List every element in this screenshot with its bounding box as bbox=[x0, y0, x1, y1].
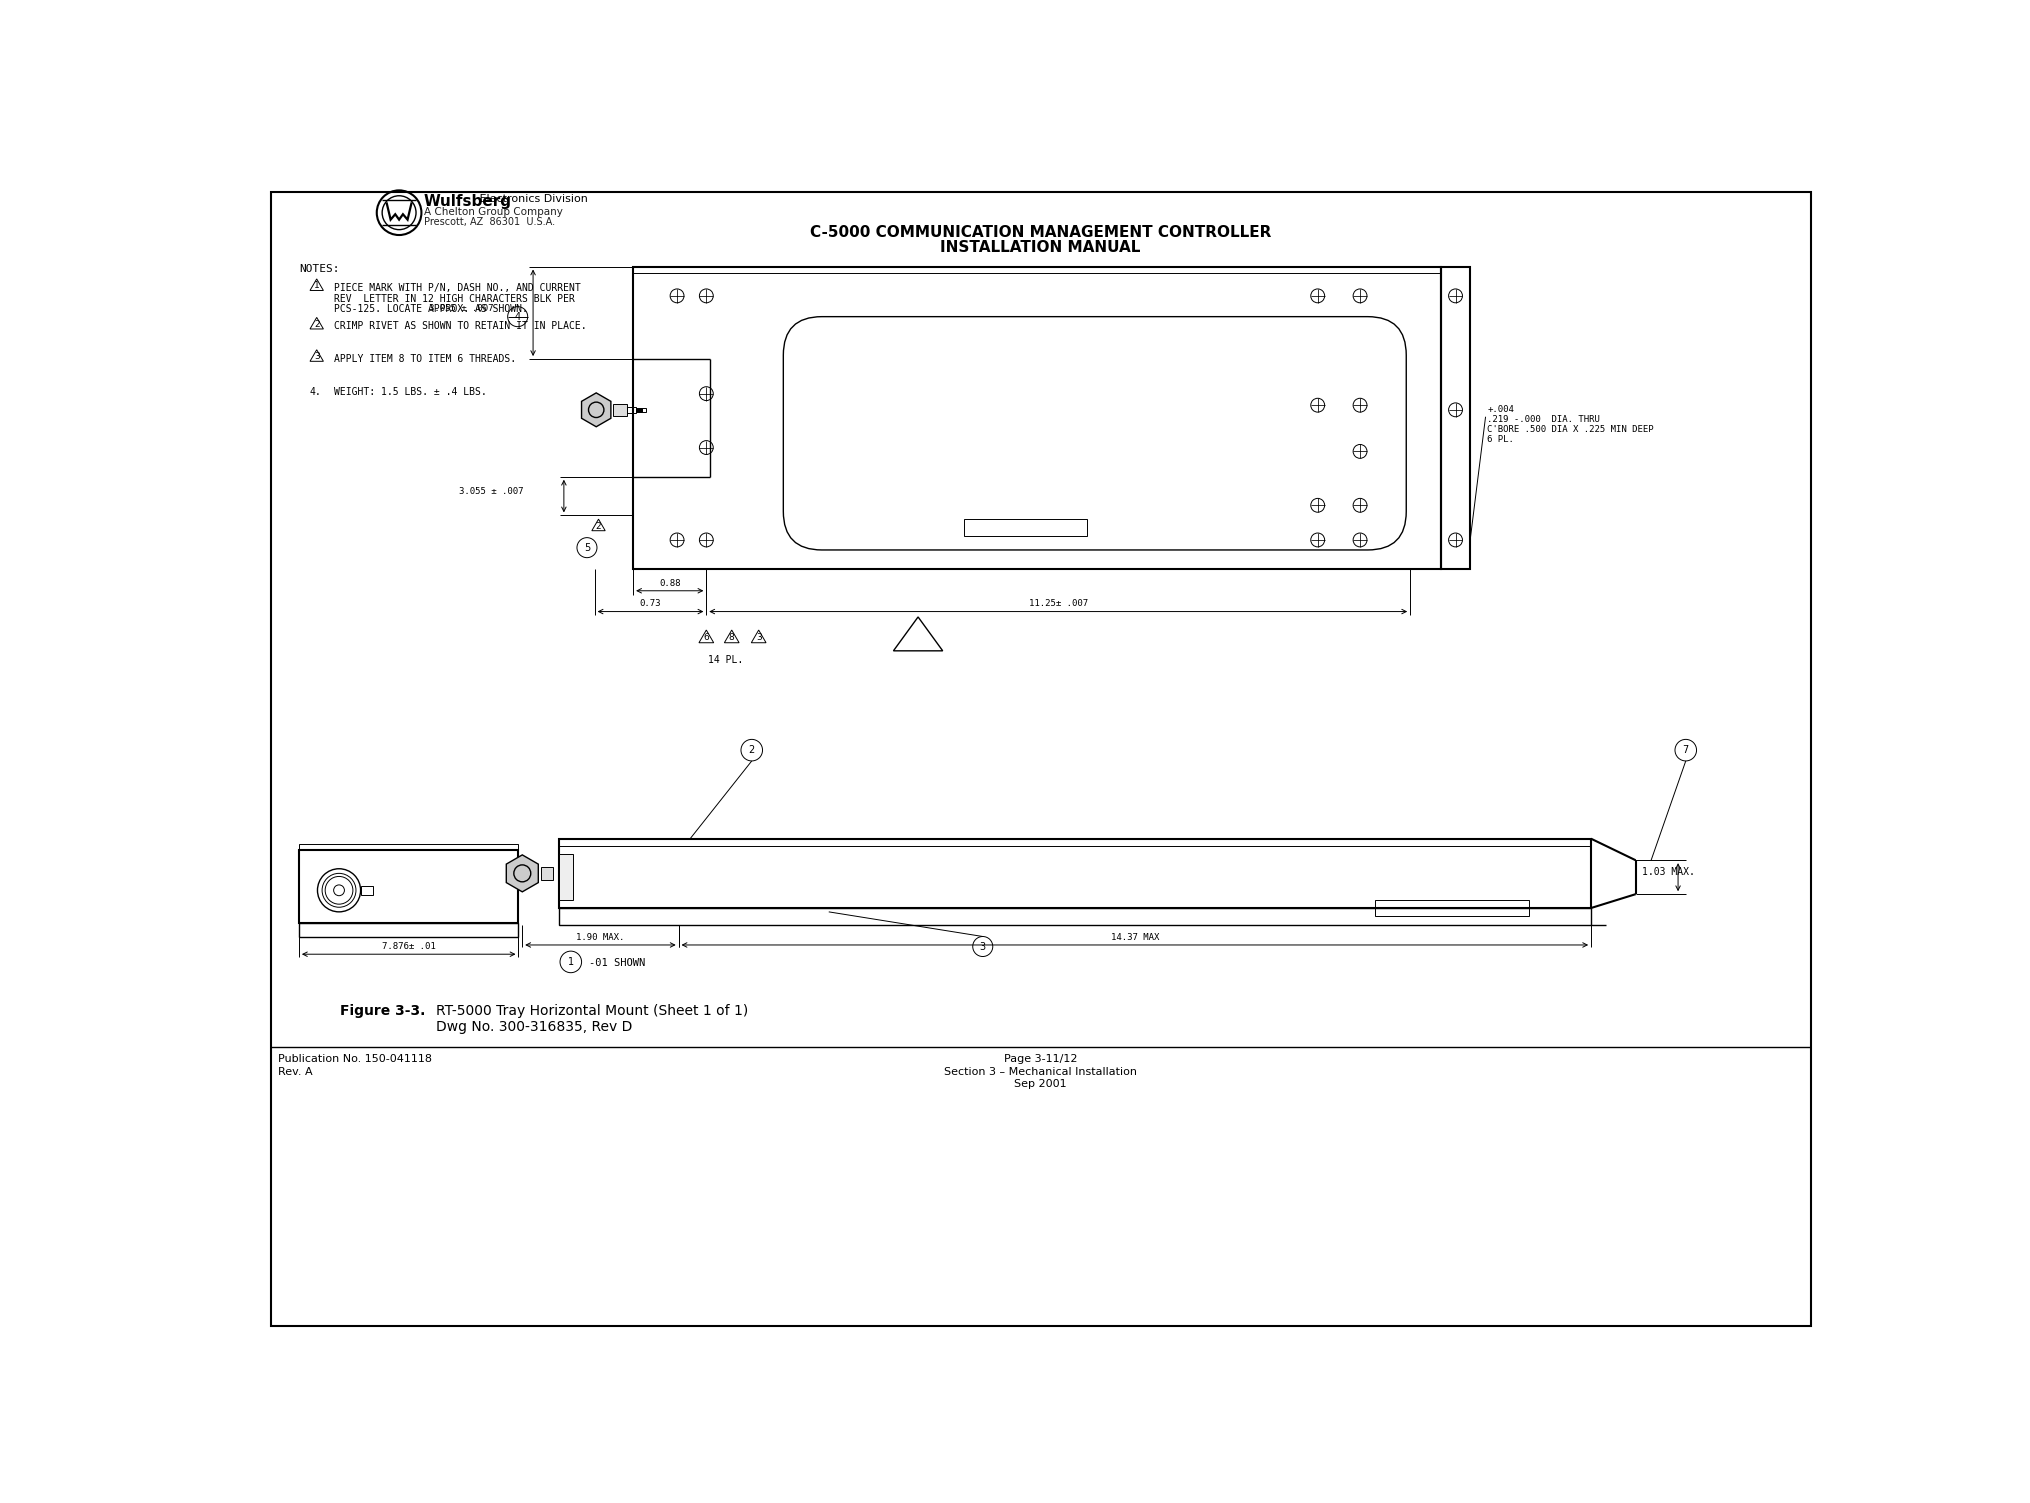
Text: APPLY ITEM 8 TO ITEM 6 THREADS.: APPLY ITEM 8 TO ITEM 6 THREADS. bbox=[333, 353, 516, 364]
Text: Rev. A: Rev. A bbox=[278, 1067, 313, 1076]
Text: 1: 1 bbox=[315, 281, 319, 290]
Text: 14.37 MAX: 14.37 MAX bbox=[1110, 933, 1159, 942]
Text: 3.055 ± .007: 3.055 ± .007 bbox=[459, 487, 524, 496]
Text: 3: 3 bbox=[755, 633, 761, 642]
Text: Sep 2001: Sep 2001 bbox=[1013, 1079, 1066, 1090]
Bar bbox=[558, 908, 1589, 924]
Text: Dwg No. 300-316835, Rev D: Dwg No. 300-316835, Rev D bbox=[436, 1019, 631, 1034]
Text: 6: 6 bbox=[702, 633, 708, 642]
Text: -01 SHOWN: -01 SHOWN bbox=[589, 959, 644, 968]
Text: 3: 3 bbox=[315, 352, 319, 361]
Text: REV  LETTER IN 12 HIGH CHARACTERS BLK PER: REV LETTER IN 12 HIGH CHARACTERS BLK PER bbox=[333, 293, 574, 304]
Polygon shape bbox=[505, 855, 538, 891]
Text: 4: 4 bbox=[514, 311, 520, 322]
Text: Electronics Division: Electronics Division bbox=[475, 194, 587, 204]
Text: 5: 5 bbox=[583, 543, 591, 553]
Text: 3: 3 bbox=[978, 941, 985, 951]
Bar bbox=[964, 519, 1086, 537]
Text: 7: 7 bbox=[1681, 745, 1689, 755]
Text: Publication No. 150-041118: Publication No. 150-041118 bbox=[278, 1054, 432, 1064]
Text: C'BORE .500 DIA X .225 MIN DEEP: C'BORE .500 DIA X .225 MIN DEEP bbox=[1486, 425, 1652, 434]
Polygon shape bbox=[581, 392, 611, 427]
Text: Section 3 – Mechanical Installation: Section 3 – Mechanical Installation bbox=[944, 1067, 1137, 1076]
Text: 4.: 4. bbox=[309, 386, 321, 397]
Text: 0.73: 0.73 bbox=[639, 600, 662, 609]
Text: 14 PL.: 14 PL. bbox=[708, 655, 743, 666]
Text: 2: 2 bbox=[315, 320, 319, 329]
Text: 0.88: 0.88 bbox=[658, 579, 680, 588]
Text: 1.03 MAX.: 1.03 MAX. bbox=[1640, 867, 1693, 878]
Text: CRIMP RIVET AS SHOWN TO RETAIN IT IN PLACE.: CRIMP RIVET AS SHOWN TO RETAIN IT IN PLA… bbox=[333, 322, 587, 331]
Bar bbox=[1374, 900, 1529, 915]
Bar bbox=[558, 839, 1589, 908]
Text: 6 PL.: 6 PL. bbox=[1486, 436, 1512, 445]
Bar bbox=[298, 851, 518, 923]
Bar bbox=[361, 885, 374, 894]
Text: RT-5000 Tray Horizontal Mount (Sheet 1 of 1): RT-5000 Tray Horizontal Mount (Sheet 1 o… bbox=[436, 1004, 747, 1018]
Text: WEIGHT: 1.5 LBS. ± .4 LBS.: WEIGHT: 1.5 LBS. ± .4 LBS. bbox=[333, 386, 485, 397]
Text: 1.90 MAX.: 1.90 MAX. bbox=[577, 933, 625, 942]
Text: .219 -.000  DIA. THRU: .219 -.000 DIA. THRU bbox=[1486, 415, 1600, 424]
Bar bbox=[613, 404, 627, 416]
Text: 2: 2 bbox=[749, 745, 755, 755]
Text: 7.876± .01: 7.876± .01 bbox=[382, 942, 434, 951]
Bar bbox=[558, 854, 572, 900]
Text: Prescott, AZ  86301  U.S.A.: Prescott, AZ 86301 U.S.A. bbox=[424, 218, 554, 227]
Text: 11.25± .007: 11.25± .007 bbox=[1027, 600, 1088, 609]
Text: Figure 3-3.: Figure 3-3. bbox=[339, 1004, 424, 1018]
Text: 8: 8 bbox=[729, 633, 735, 642]
Bar bbox=[641, 407, 646, 412]
Text: 2: 2 bbox=[595, 522, 601, 531]
Bar bbox=[1439, 266, 1470, 570]
Bar bbox=[627, 407, 635, 413]
Text: PCS-125. LOCATE APPROX. AS SHOWN.: PCS-125. LOCATE APPROX. AS SHOWN. bbox=[333, 304, 528, 314]
Text: 1: 1 bbox=[568, 957, 574, 966]
Text: INSTALLATION MANUAL: INSTALLATION MANUAL bbox=[940, 240, 1141, 256]
Text: 3.055 ± .007: 3.055 ± .007 bbox=[428, 304, 493, 313]
Text: NOTES:: NOTES: bbox=[298, 263, 339, 274]
Bar bbox=[635, 407, 641, 412]
Bar bbox=[298, 923, 518, 938]
Text: Wulfsberg: Wulfsberg bbox=[424, 194, 512, 209]
Text: PIECE MARK WITH P/N, DASH NO., AND CURRENT: PIECE MARK WITH P/N, DASH NO., AND CURRE… bbox=[333, 283, 581, 293]
Bar bbox=[298, 845, 518, 851]
Text: Page 3-11/12: Page 3-11/12 bbox=[1003, 1054, 1076, 1064]
Text: A Chelton Group Company: A Chelton Group Company bbox=[424, 206, 562, 216]
Bar bbox=[633, 266, 1439, 570]
Text: +.004: +.004 bbox=[1486, 406, 1512, 415]
Text: C-5000 COMMUNICATION MANAGEMENT CONTROLLER: C-5000 COMMUNICATION MANAGEMENT CONTROLL… bbox=[810, 225, 1271, 240]
Bar bbox=[540, 867, 552, 879]
